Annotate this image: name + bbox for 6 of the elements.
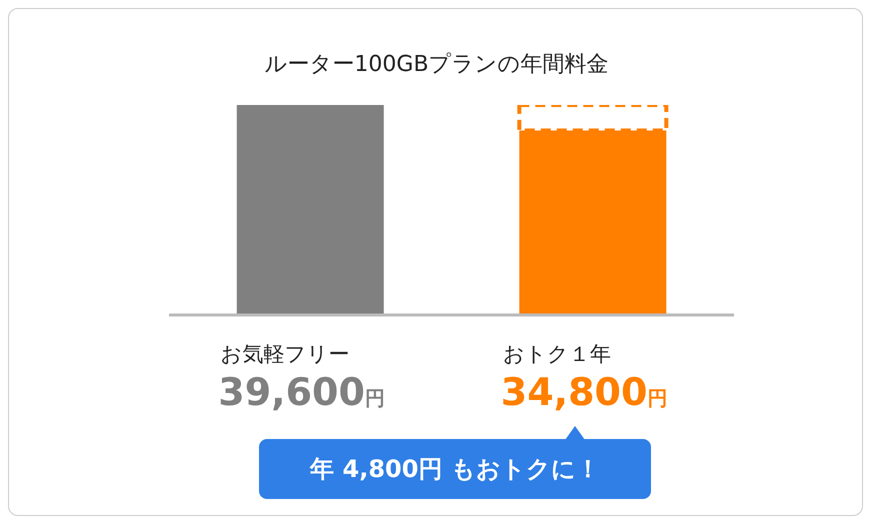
- text: 年 4,800円 もおトクに！: [259, 439, 651, 499]
- x-tick-label: おトク１年: [502, 342, 611, 366]
- chart-title: ルーター100GBプランの年間料金: [263, 51, 610, 79]
- x-tick-label: お気軽フリー: [220, 342, 350, 366]
- data-label: 34,800円: [500, 370, 668, 414]
- data-label: 39,600円: [218, 370, 385, 414]
